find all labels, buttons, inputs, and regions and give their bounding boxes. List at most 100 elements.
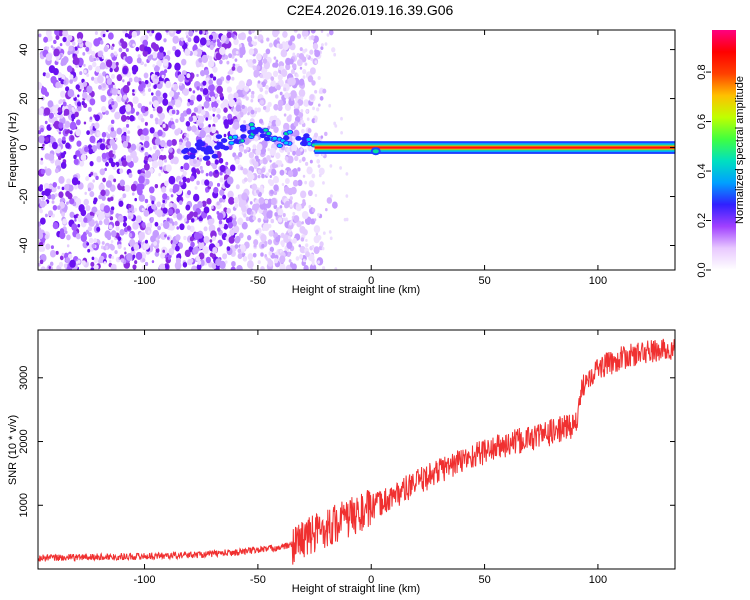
noise-point xyxy=(89,98,96,106)
noise-point xyxy=(85,46,90,52)
noise-point xyxy=(312,106,315,111)
noise-point xyxy=(326,33,330,37)
noise-point xyxy=(193,107,199,113)
noise-point xyxy=(83,63,86,67)
x-tick-label: 100 xyxy=(589,275,607,287)
noise-point xyxy=(253,161,259,168)
noise-point xyxy=(184,133,187,137)
noise-point xyxy=(131,64,139,73)
noise-point xyxy=(196,94,203,102)
x-tick-label: 100 xyxy=(589,574,607,586)
noise-point xyxy=(232,225,240,234)
noise-point xyxy=(308,180,315,188)
noise-point xyxy=(297,167,301,172)
noise-point xyxy=(175,234,181,241)
noise-point xyxy=(143,163,150,171)
noise-point xyxy=(286,241,293,249)
noise-point xyxy=(113,51,118,56)
noise-point xyxy=(260,252,264,257)
noise-point xyxy=(192,159,197,164)
noise-point xyxy=(113,178,117,183)
signal-point xyxy=(283,135,290,141)
noise-point xyxy=(260,234,267,242)
noise-point xyxy=(194,186,198,190)
x-tick-label: -50 xyxy=(250,275,266,287)
noise-point xyxy=(137,54,141,59)
noise-point xyxy=(165,30,169,33)
noise-point xyxy=(324,42,328,46)
noise-point xyxy=(54,159,62,167)
noise-point xyxy=(181,58,187,66)
noise-point xyxy=(151,203,157,210)
noise-point xyxy=(155,32,162,41)
noise-point xyxy=(197,260,202,266)
noise-point xyxy=(60,57,68,66)
noise-point xyxy=(192,90,196,94)
noise-point xyxy=(77,259,81,264)
noise-point xyxy=(259,118,264,124)
noise-point xyxy=(110,52,115,58)
noise-point xyxy=(219,59,223,65)
noise-point xyxy=(314,118,318,123)
noise-point xyxy=(308,204,312,209)
noise-point xyxy=(135,111,140,116)
noise-point xyxy=(164,234,167,238)
noise-point xyxy=(79,84,84,90)
noise-point xyxy=(48,184,53,190)
noise-point xyxy=(238,43,242,48)
noise-point xyxy=(104,189,110,197)
noise-point xyxy=(168,202,173,208)
noise-point xyxy=(219,46,226,56)
noise-point xyxy=(67,34,73,41)
noise-point xyxy=(229,164,236,172)
noise-point xyxy=(275,59,279,63)
signal-point xyxy=(240,127,247,132)
noise-point xyxy=(101,138,106,143)
noise-point xyxy=(49,261,54,267)
noise-point xyxy=(218,220,223,225)
noise-point xyxy=(71,108,75,113)
noise-point xyxy=(197,115,205,124)
noise-point xyxy=(135,215,142,223)
noise-point xyxy=(216,182,221,187)
noise-point xyxy=(195,105,203,114)
noise-point xyxy=(251,159,255,164)
noise-point xyxy=(289,196,293,201)
noise-point xyxy=(119,106,126,115)
noise-point xyxy=(50,245,54,250)
noise-point xyxy=(188,30,194,37)
noise-point xyxy=(296,33,302,39)
noise-point xyxy=(326,197,333,204)
noise-point xyxy=(236,65,243,74)
noise-point xyxy=(98,183,105,192)
noise-point xyxy=(286,115,292,123)
noise-point xyxy=(242,255,248,262)
noise-point xyxy=(119,229,125,236)
snr-panel: -100 -50 0 50 100 1000 2000 3000 Height of str… xyxy=(7,329,676,595)
noise-point xyxy=(39,184,43,189)
noise-point xyxy=(310,30,316,34)
noise-point xyxy=(199,158,203,162)
noise-point xyxy=(91,243,96,249)
noise-point xyxy=(220,103,225,109)
noise-point xyxy=(269,159,272,163)
noise-point xyxy=(130,183,137,192)
noise-point xyxy=(273,62,279,68)
noise-point xyxy=(191,265,198,270)
noise-point xyxy=(262,226,266,232)
signal-point xyxy=(303,133,310,139)
noise-point xyxy=(223,232,227,238)
noise-point xyxy=(40,157,44,161)
noise-point xyxy=(98,138,103,143)
noise-point xyxy=(96,131,101,137)
noise-point xyxy=(115,225,120,231)
noise-point xyxy=(148,101,152,105)
noise-point xyxy=(88,64,93,71)
noise-point xyxy=(69,79,74,84)
noise-point xyxy=(126,225,131,231)
noise-point xyxy=(38,135,45,144)
noise-point xyxy=(300,148,303,152)
noise-point xyxy=(269,147,277,156)
signal-point xyxy=(183,154,190,160)
noise-point xyxy=(316,107,320,112)
